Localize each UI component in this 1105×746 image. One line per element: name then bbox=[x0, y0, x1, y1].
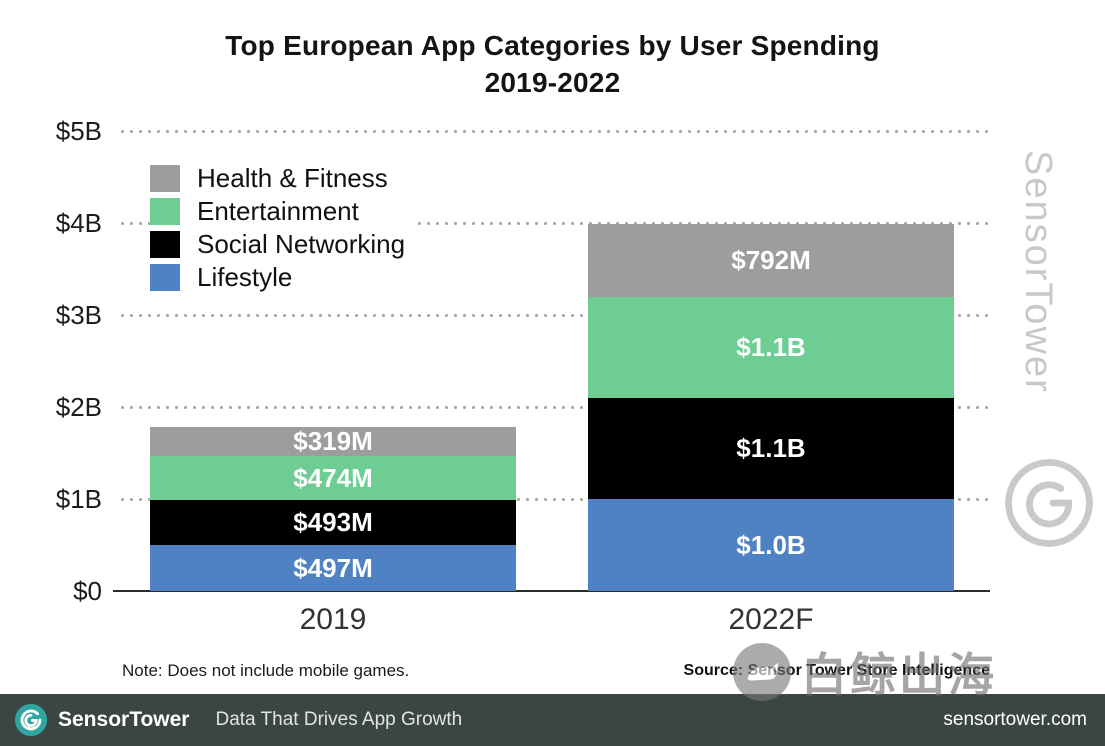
bar-segment-social-networking-2022f: $1.1B bbox=[588, 397, 954, 499]
sensortower-spiral-watermark-icon bbox=[1005, 459, 1093, 547]
x-axis: 2019 2022F bbox=[118, 601, 990, 643]
y-axis: $5B $4B $3B $2B $1B $0 bbox=[0, 116, 106, 606]
bar-segment-social-networking-2019: $493M bbox=[150, 499, 516, 546]
bar-segment-health-fitness-2019: $319M bbox=[150, 426, 516, 457]
bar-segment-health-fitness-2022f: $792M bbox=[588, 223, 954, 297]
gridline-3b bbox=[118, 314, 990, 317]
legend-label: Entertainment bbox=[197, 196, 359, 226]
chart-title-line1: Top European App Categories by User Spen… bbox=[225, 30, 880, 61]
bar-segment-label: $1.1B bbox=[736, 331, 806, 362]
bar-segment-label: $1.1B bbox=[736, 432, 806, 463]
gridline-1b bbox=[118, 498, 990, 501]
sensortower-side-watermark: SensorTower bbox=[1017, 150, 1059, 394]
legend-item-entertainment: Entertainment bbox=[150, 195, 405, 228]
bar-segment-entertainment-2022f: $1.1B bbox=[588, 296, 954, 398]
bar-segment-label: $497M bbox=[293, 552, 373, 583]
footer-site: sensortower.com bbox=[943, 709, 1087, 730]
legend-label: Social Networking bbox=[197, 229, 406, 259]
chart-title: Top European App Categories by User Spen… bbox=[0, 27, 1105, 101]
footer-brand: SensorTower bbox=[58, 708, 190, 731]
legend-swatch-lifestyle bbox=[150, 264, 180, 291]
legend-item-social-networking: Social Networking bbox=[150, 228, 405, 261]
legend-label: Health & Fitness bbox=[197, 163, 388, 193]
bar-segment-label: $1.0B bbox=[736, 529, 806, 560]
legend-item-health-fitness: Health & Fitness bbox=[150, 162, 405, 195]
y-tick-label-4b: $4B bbox=[55, 208, 102, 238]
legend-item-lifestyle: Lifestyle bbox=[150, 261, 405, 294]
y-tick-label-5b: $5B bbox=[55, 116, 102, 146]
note-text: Note: Does not include mobile games. bbox=[122, 661, 410, 680]
y-tick-label-3b: $3B bbox=[55, 300, 102, 330]
legend-label: Lifestyle bbox=[197, 262, 293, 292]
bar-segment-lifestyle-2022f: $1.0B bbox=[588, 499, 954, 591]
plot-area: $497M $493M $474M $319M $1.0B $1.1B $1.1B $792M bbox=[113, 130, 990, 592]
bar-segment-entertainment-2019: $474M bbox=[150, 456, 516, 500]
bar-segment-label: $493M bbox=[293, 507, 373, 538]
chart-title-line2: 2019-2022 bbox=[484, 67, 621, 98]
legend-swatch-entertainment bbox=[150, 198, 180, 225]
y-tick-label-1b: $1B bbox=[55, 484, 102, 514]
baijing-watermark: 白鲸出海 bbox=[733, 639, 997, 705]
x-tick-label-2022f: 2022F bbox=[728, 603, 814, 636]
baijing-watermark-text: 白鲸出海 bbox=[801, 649, 997, 701]
gridline-4b bbox=[118, 222, 990, 225]
gridline-5b bbox=[118, 130, 990, 133]
y-tick-label-0: $0 bbox=[73, 576, 102, 606]
bar-segment-lifestyle-2019: $497M bbox=[150, 545, 516, 591]
x-axis-line bbox=[113, 590, 990, 592]
y-tick-label-2b: $2B bbox=[55, 392, 102, 422]
whale-icon bbox=[733, 643, 791, 701]
sensortower-logo-icon bbox=[14, 703, 48, 737]
gridline-2b bbox=[118, 406, 990, 409]
whale-glyph bbox=[747, 662, 779, 681]
legend-swatch-health-fitness bbox=[150, 165, 180, 192]
bar-segment-label: $792M bbox=[731, 244, 811, 275]
legend: Health & Fitness Entertainment Social Netw… bbox=[150, 159, 416, 297]
footer: SensorTower Data That Drives App Growth … bbox=[0, 694, 1105, 746]
bar-segment-label: $319M bbox=[293, 426, 373, 457]
x-tick-label-2019: 2019 bbox=[299, 603, 367, 636]
footer-tagline: Data That Drives App Growth bbox=[215, 709, 463, 730]
legend-swatch-social-networking bbox=[150, 231, 180, 258]
bar-segment-label: $474M bbox=[293, 462, 373, 493]
